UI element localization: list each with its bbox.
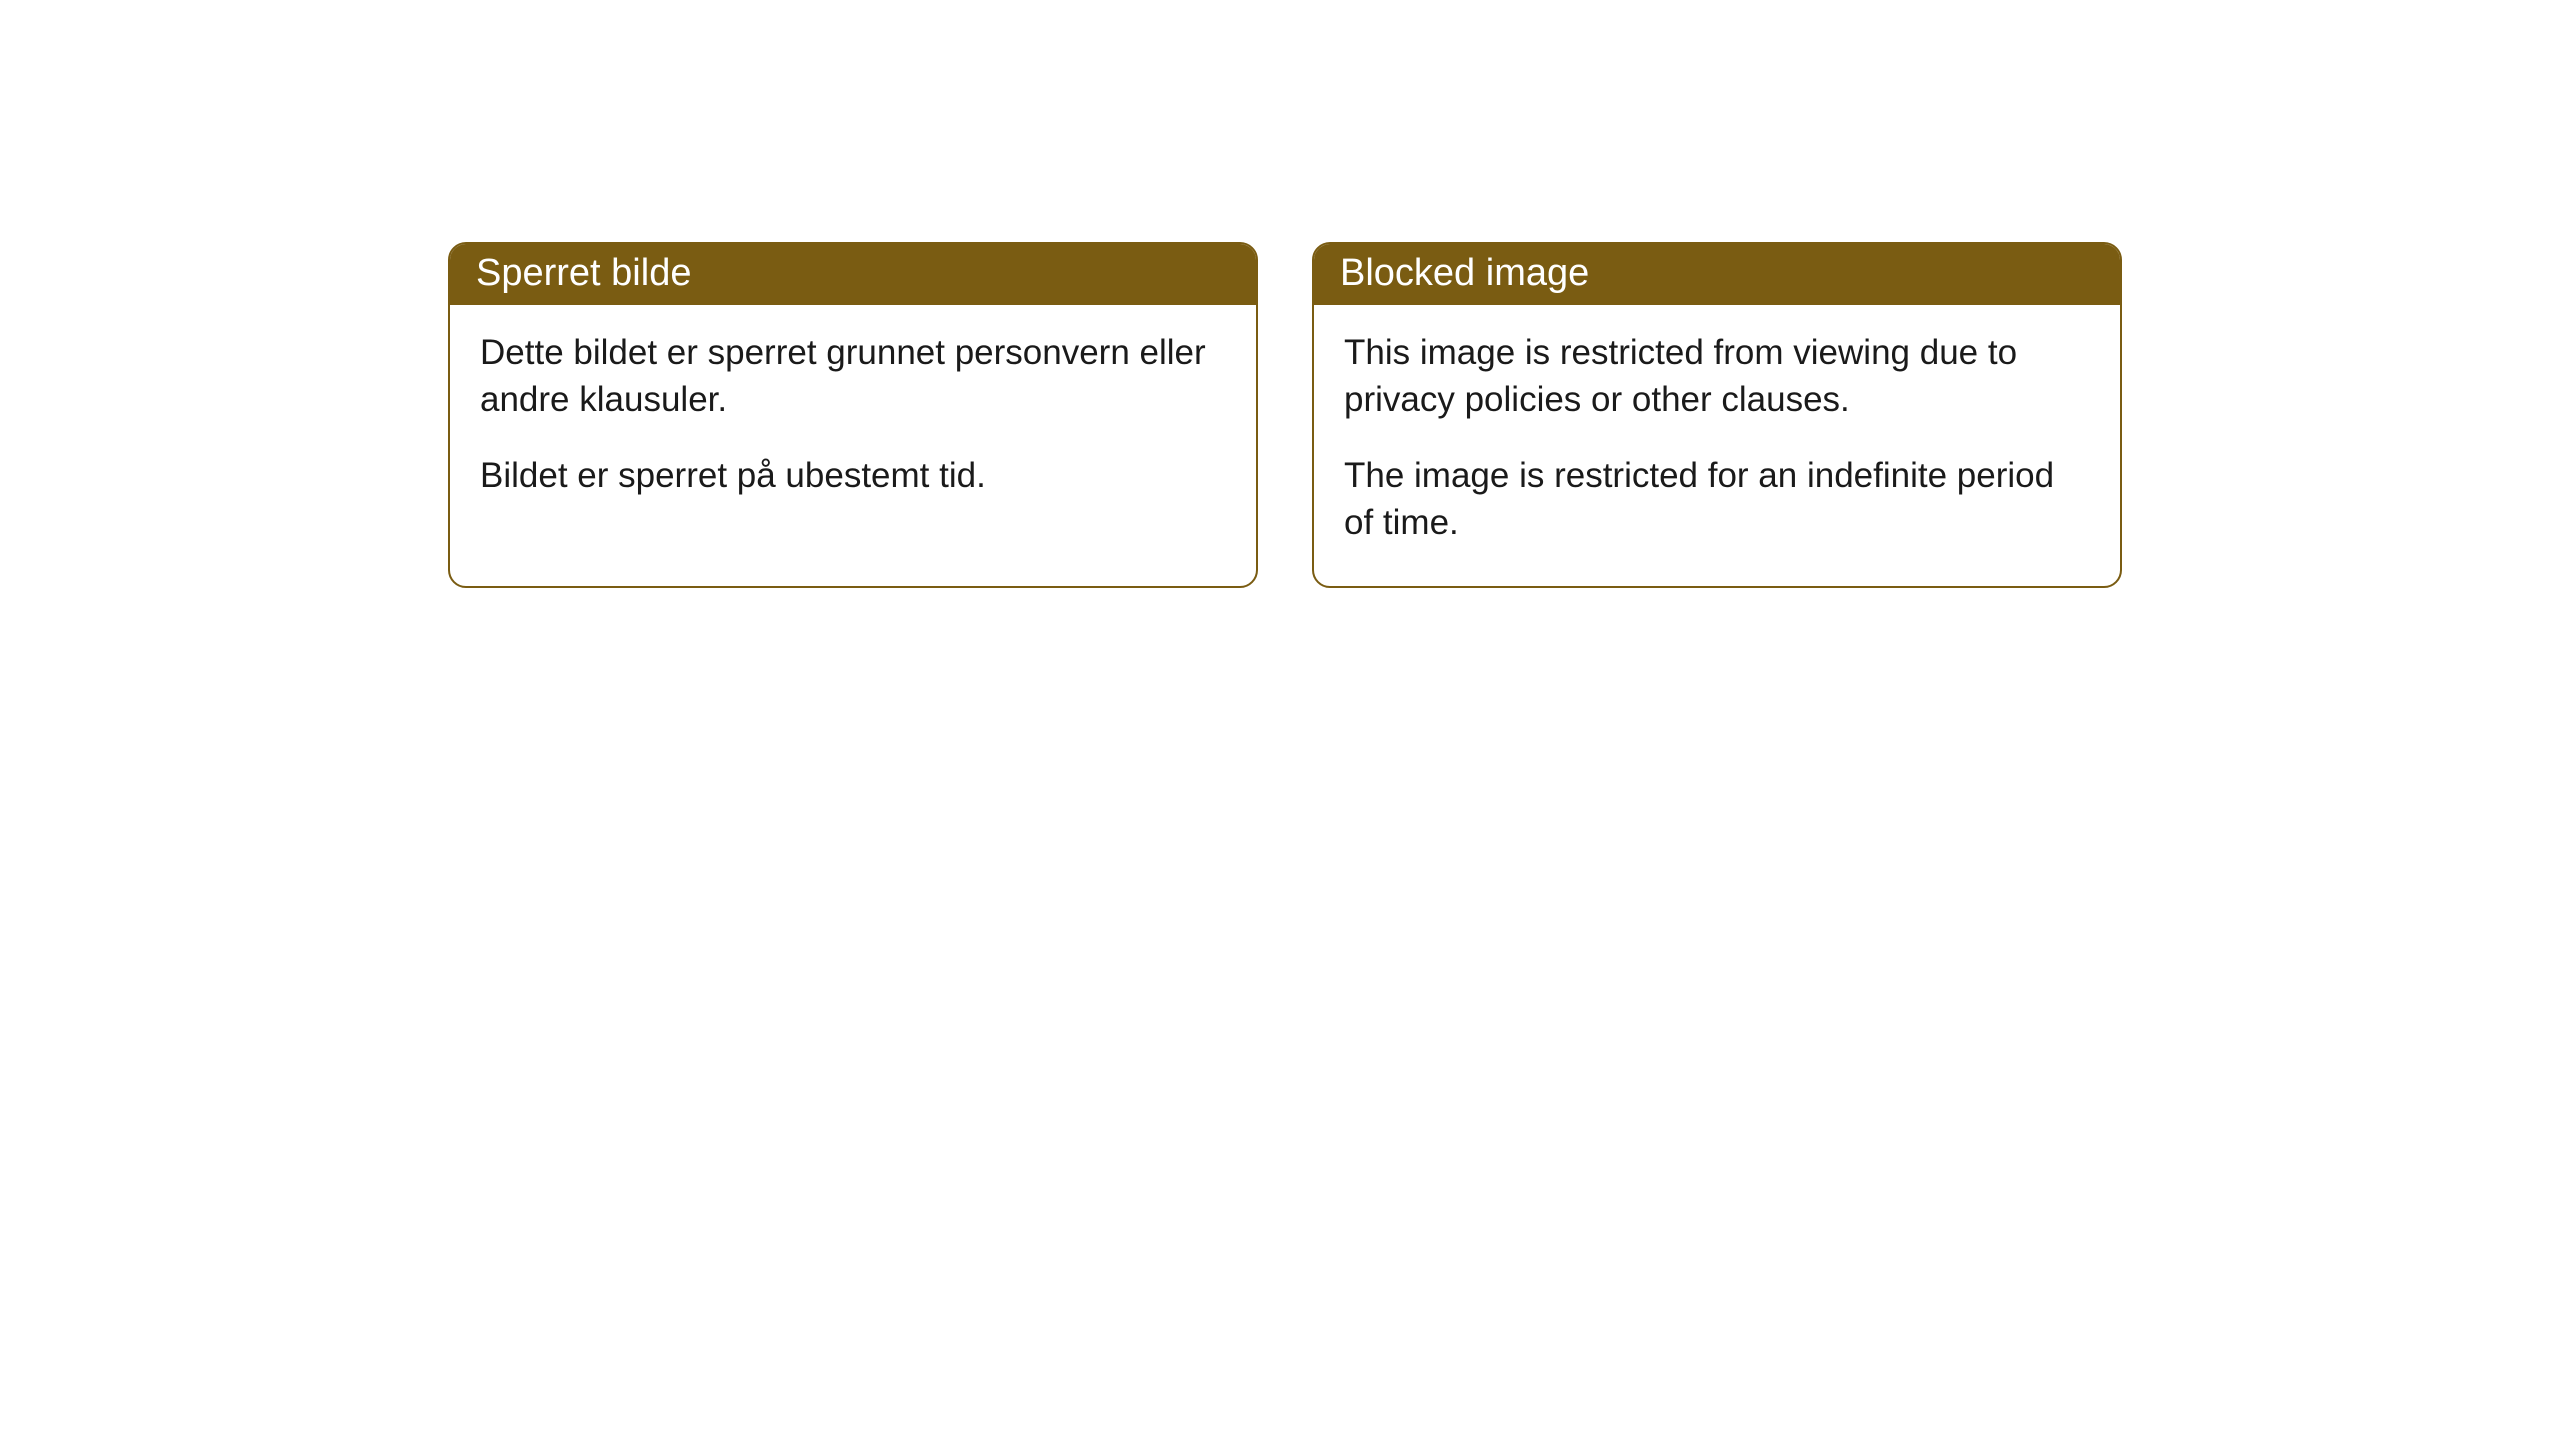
card-paragraph: Bildet er sperret på ubestemt tid. bbox=[480, 452, 1226, 499]
card-paragraph: This image is restricted from viewing du… bbox=[1344, 329, 2090, 424]
card-title: Sperret bilde bbox=[476, 252, 691, 294]
card-body-norwegian: Dette bildet er sperret grunnet personve… bbox=[450, 305, 1256, 539]
card-paragraph: Dette bildet er sperret grunnet personve… bbox=[480, 329, 1226, 424]
card-header-norwegian: Sperret bilde bbox=[450, 244, 1256, 305]
card-title: Blocked image bbox=[1340, 252, 1589, 294]
card-paragraph: The image is restricted for an indefinit… bbox=[1344, 452, 2090, 547]
blocked-image-card-english: Blocked image This image is restricted f… bbox=[1312, 242, 2122, 588]
blocked-image-card-norwegian: Sperret bilde Dette bildet er sperret gr… bbox=[448, 242, 1258, 588]
cards-container: Sperret bilde Dette bildet er sperret gr… bbox=[448, 242, 2122, 588]
card-body-english: This image is restricted from viewing du… bbox=[1314, 305, 2120, 586]
card-header-english: Blocked image bbox=[1314, 244, 2120, 305]
